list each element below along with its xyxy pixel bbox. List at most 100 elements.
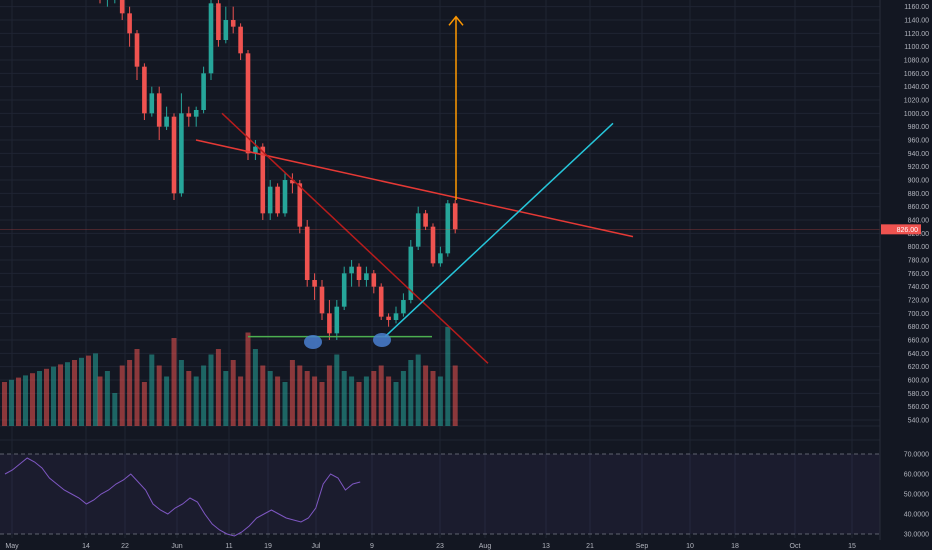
bottom-marker: [373, 333, 391, 347]
ascending-trendline: [384, 122, 614, 338]
candle-body: [149, 93, 155, 114]
time-tick-label: 13: [542, 543, 550, 550]
volume-bar: [326, 365, 332, 426]
volume-bar: [238, 376, 244, 426]
candle-body: [327, 313, 332, 334]
candle-body: [134, 33, 140, 67]
candle-body: [319, 286, 325, 314]
price-axis: 1160.00 1140.00 1120.00 1100.00 1080.00 1060.…: [879, 0, 932, 550]
candle-body: [245, 53, 251, 154]
volume-bar: [58, 364, 63, 426]
candle-body: [260, 146, 266, 214]
volume-bar: [267, 371, 273, 426]
candle-body: [341, 273, 347, 307]
price-tick-label: 960.00: [908, 138, 930, 145]
candle-body: [401, 300, 406, 314]
price-tick-label: 900.00: [908, 178, 930, 185]
price-tick-label: 580.00: [908, 391, 930, 398]
volume-bar: [260, 365, 266, 426]
volume-bar: [112, 393, 118, 426]
time-tick-label: 23: [436, 543, 444, 550]
price-tick-label: 660.00: [908, 338, 930, 345]
candle-body: [127, 13, 132, 34]
candles: [99, 0, 458, 340]
volume-bar: [245, 332, 251, 426]
time-tick-label: 19: [264, 543, 272, 550]
volume-bar: [72, 360, 77, 426]
volume-bar: [297, 365, 303, 426]
volume-bar: [65, 362, 70, 426]
volume-bar: [252, 349, 258, 426]
price-tick-label: 760.00: [908, 271, 930, 278]
price-tick-label: 940.00: [908, 151, 930, 158]
volume-bar: [386, 376, 392, 426]
oscillator-line: [4, 457, 361, 537]
axis-background: [880, 0, 932, 550]
volume-bar: [223, 371, 229, 426]
volume-bar: [334, 354, 340, 426]
candle-body: [193, 110, 199, 117]
price-tick-label: 1080.00: [904, 58, 929, 65]
oscillator-tick-label: 60.0000: [904, 472, 929, 479]
oscillator-panel: [0, 453, 880, 537]
price-tick-label: 620.00: [908, 364, 930, 371]
current-price-badge: 826.00: [881, 224, 921, 235]
candle-body: [312, 280, 317, 287]
time-tick-label: 18: [731, 543, 739, 550]
candle-body: [430, 226, 436, 264]
price-tick-label: 920.00: [908, 164, 930, 171]
candle-body: [304, 226, 310, 280]
volume-bar: [371, 371, 377, 426]
candle-body: [408, 246, 414, 300]
price-tick-label: 840.00: [908, 218, 930, 225]
time-tick-label: 14: [82, 543, 90, 550]
price-badge-bg: [881, 224, 921, 235]
price-tick-label: 1040.00: [904, 84, 929, 91]
candle-body: [297, 183, 303, 227]
time-tick-label: Jul: [312, 543, 321, 550]
volume-bar: [156, 365, 162, 426]
time-tick-label: 9: [370, 543, 374, 550]
candle-body: [386, 316, 391, 320]
volume-bar: [452, 365, 458, 426]
time-tick-label: 22: [121, 543, 129, 550]
price-tick-label: 680.00: [908, 324, 930, 331]
price-tick-label: 600.00: [908, 378, 930, 385]
volume-bar: [312, 376, 318, 426]
candle-body: [378, 286, 384, 317]
candle-body: [208, 3, 214, 74]
candle-body: [156, 93, 162, 127]
volume-bar: [149, 354, 155, 426]
price-tick-label: 1120.00: [904, 31, 929, 38]
candle-body: [423, 213, 428, 227]
volume-bar: [215, 349, 221, 426]
candle-body: [142, 66, 147, 114]
price-badge-label: 826.00: [897, 227, 919, 234]
volume-bar: [86, 355, 91, 426]
volume-bar: [415, 354, 421, 426]
candle-body: [356, 266, 362, 280]
candle-body: [186, 113, 192, 117]
falling-trendline: [221, 112, 489, 364]
volume-bar: [230, 360, 236, 426]
drawings: [0, 15, 880, 364]
candle-body: [275, 186, 280, 214]
volume-bar: [282, 382, 288, 426]
time-axis: May 14 22 Jun 11 19 Jul 9 23 Aug 13 21 Sep 10 18 Oct 15: [0, 540, 932, 550]
oscillator-tick-label: 50.0000: [904, 492, 929, 499]
price-tick-label: 800.00: [908, 244, 930, 251]
volume-bar: [164, 376, 170, 426]
candle-body: [371, 273, 377, 287]
volume-bar: [275, 376, 281, 426]
candle-body: [253, 146, 258, 154]
price-tick-label: 780.00: [908, 258, 930, 265]
candle-body: [179, 113, 184, 194]
volume-bar: [119, 365, 125, 426]
price-tick-label: 700.00: [908, 311, 930, 318]
volume-bar: [423, 365, 429, 426]
time-tick-label: Sep: [636, 543, 649, 550]
candle-body: [415, 213, 421, 247]
volume-bar: [141, 382, 147, 426]
volume-bar: [356, 382, 362, 426]
